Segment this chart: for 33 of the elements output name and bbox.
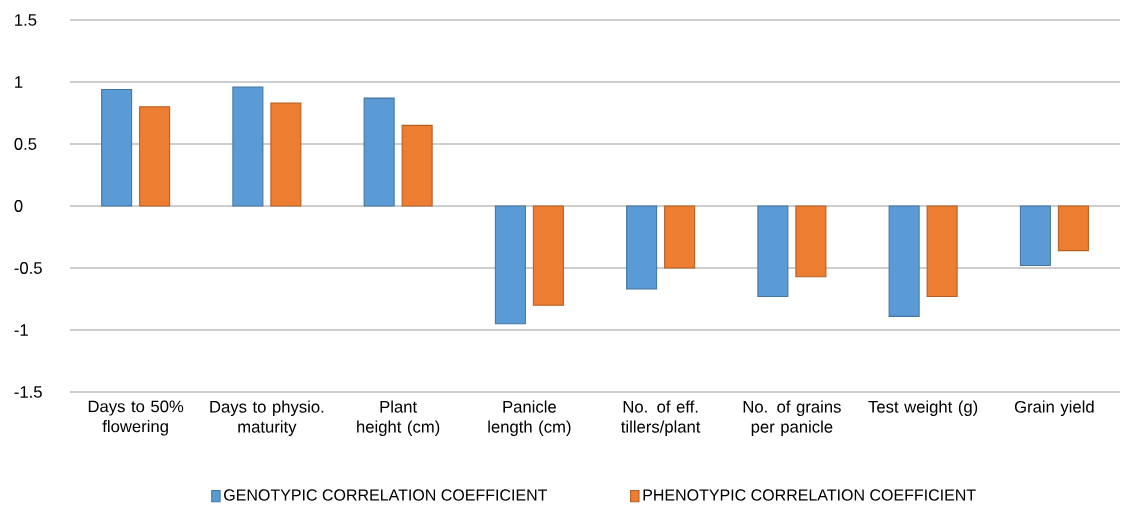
x-tick-label: Grain yield bbox=[1014, 400, 1094, 416]
bar bbox=[363, 97, 395, 207]
y-tick-label: 1.5 bbox=[15, 14, 37, 26]
bar bbox=[1019, 205, 1051, 267]
bar bbox=[270, 102, 302, 207]
x-tick-label: Test weight (g) bbox=[868, 400, 978, 416]
legend-label: GENOTYPIC CORRELATION COEFFICIENT bbox=[224, 489, 548, 501]
x-tick-label: Days to 50% flowering bbox=[88, 400, 184, 436]
bar bbox=[494, 205, 526, 325]
bar bbox=[532, 205, 564, 306]
bar bbox=[101, 88, 133, 207]
bar bbox=[795, 205, 827, 278]
bar bbox=[1057, 205, 1089, 252]
bar bbox=[664, 205, 696, 269]
x-tick-label: No. of eff. tillers/plant bbox=[621, 400, 701, 436]
x-tick-label: Plant height (cm) bbox=[357, 400, 440, 436]
legend-label: PHENOTYPIC CORRELATION COEFFICIENT bbox=[643, 489, 976, 501]
y-tick-label: 1 bbox=[15, 76, 23, 88]
y-tick-label: 0 bbox=[14, 200, 23, 212]
x-tick-label: Days to physio. maturity bbox=[210, 400, 324, 436]
bar bbox=[139, 106, 171, 207]
y-tick-label: -1 bbox=[14, 324, 28, 336]
x-tick-label: Panicle length (cm) bbox=[488, 400, 571, 436]
y-tick-label: -0.5 bbox=[14, 262, 42, 274]
bar bbox=[888, 205, 920, 317]
bar bbox=[926, 205, 958, 298]
bar bbox=[232, 86, 264, 207]
y-tick-label: -1.5 bbox=[14, 386, 42, 398]
bar bbox=[757, 205, 789, 298]
y-tick-label: 0.5 bbox=[14, 138, 37, 150]
x-tick-label: No. of grains per panicle bbox=[743, 400, 841, 436]
bar bbox=[401, 124, 433, 207]
bar bbox=[626, 205, 658, 290]
